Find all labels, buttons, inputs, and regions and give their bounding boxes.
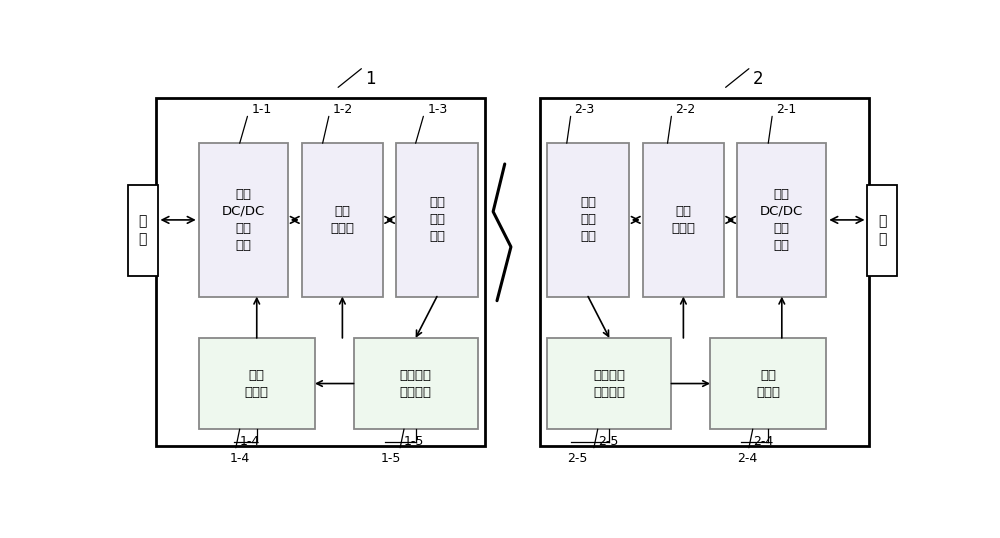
Bar <box>128 185 158 276</box>
Text: 2-1: 2-1 <box>776 103 796 116</box>
Bar <box>199 143 288 296</box>
Bar <box>354 338 478 429</box>
Bar <box>737 143 826 296</box>
Bar <box>867 185 897 276</box>
Text: 负
载: 负 载 <box>878 214 886 246</box>
Text: 第一信号
识别电路: 第一信号 识别电路 <box>400 369 432 399</box>
Text: 2-4: 2-4 <box>737 452 758 465</box>
Bar <box>540 98 869 445</box>
Bar <box>547 338 671 429</box>
Bar <box>156 98 485 445</box>
Text: 2-4: 2-4 <box>753 435 773 448</box>
Bar <box>710 338 826 429</box>
Text: 2: 2 <box>753 70 763 88</box>
Bar <box>302 143 383 296</box>
Text: 2-5: 2-5 <box>567 452 587 465</box>
Text: 第二
控制器: 第二 控制器 <box>756 369 780 399</box>
Text: 电
网: 电 网 <box>139 214 147 246</box>
Text: 1-1: 1-1 <box>251 103 272 116</box>
Bar <box>199 338 315 429</box>
Text: 1-5: 1-5 <box>381 452 401 465</box>
Text: 第二
谐振
电路: 第二 谐振 电路 <box>580 196 596 243</box>
Text: 1-4: 1-4 <box>240 435 260 448</box>
Text: 第一
谐振
电路: 第一 谐振 电路 <box>429 196 445 243</box>
Text: 第二
DC/DC
变换
电路: 第二 DC/DC 变换 电路 <box>760 188 803 252</box>
Text: 2-2: 2-2 <box>675 103 696 116</box>
Bar <box>643 143 724 296</box>
Text: 第二
变换器: 第二 变换器 <box>671 205 695 235</box>
Text: 第一
DC/DC
变换
电路: 第一 DC/DC 变换 电路 <box>222 188 265 252</box>
Text: 1-3: 1-3 <box>427 103 448 116</box>
Bar <box>396 143 478 296</box>
Text: 第二信号
识别电路: 第二信号 识别电路 <box>593 369 625 399</box>
Text: 第一
控制器: 第一 控制器 <box>245 369 269 399</box>
Text: 1-5: 1-5 <box>404 435 424 448</box>
Text: 第一
变换器: 第一 变换器 <box>330 205 354 235</box>
Text: 1-2: 1-2 <box>333 103 353 116</box>
Bar <box>547 143 629 296</box>
Text: 2-5: 2-5 <box>598 435 618 448</box>
Text: 1: 1 <box>365 70 376 88</box>
Text: 2-3: 2-3 <box>574 103 595 116</box>
Text: 1-4: 1-4 <box>230 452 250 465</box>
